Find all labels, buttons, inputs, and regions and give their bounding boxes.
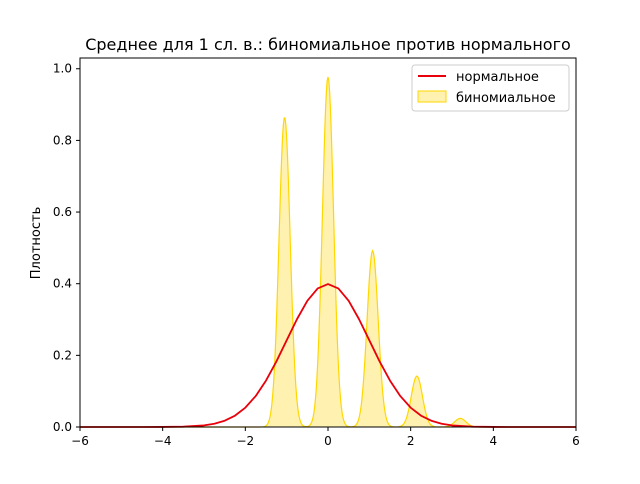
legend-box: [411, 64, 570, 112]
x-tick-label: 0: [324, 434, 332, 448]
legend-swatch-binomial: [417, 90, 447, 103]
x-tick-label: 2: [407, 434, 415, 448]
y-tick-label: 1.0: [53, 62, 72, 76]
series-binomial-area: [80, 76, 576, 428]
y-tick-label: 0.6: [53, 205, 72, 219]
chart-title: Среднее для 1 сл. в.: биномиальное проти…: [85, 35, 571, 54]
series-normal-line: [80, 283, 576, 428]
x-tick-label: −2: [236, 434, 254, 448]
plot-area: −6 −4 −2 0 2 4 6 0.0 0.2 0.4 0.6 0.8 1.0: [53, 57, 580, 448]
y-tick-label: 0.2: [53, 348, 72, 362]
legend-label-binomial: биномиальное: [456, 91, 556, 106]
x-tick-label: 4: [490, 434, 498, 448]
y-tick-label: 0.4: [53, 277, 72, 291]
legend-label-normal: нормальное: [456, 70, 539, 85]
x-axis: −6 −4 −2 0 2 4 6: [71, 427, 580, 448]
y-tick-label: 0.8: [53, 133, 72, 147]
y-axis-label: Плотность: [29, 207, 44, 279]
legend: нормальное биномиальное: [411, 64, 570, 112]
y-axis: 0.0 0.2 0.4 0.6 0.8 1.0: [53, 62, 80, 434]
x-tick-label: −4: [154, 434, 172, 448]
y-tick-label: 0.0: [53, 420, 72, 434]
x-tick-label: −6: [71, 434, 89, 448]
x-tick-label: 6: [572, 434, 580, 448]
